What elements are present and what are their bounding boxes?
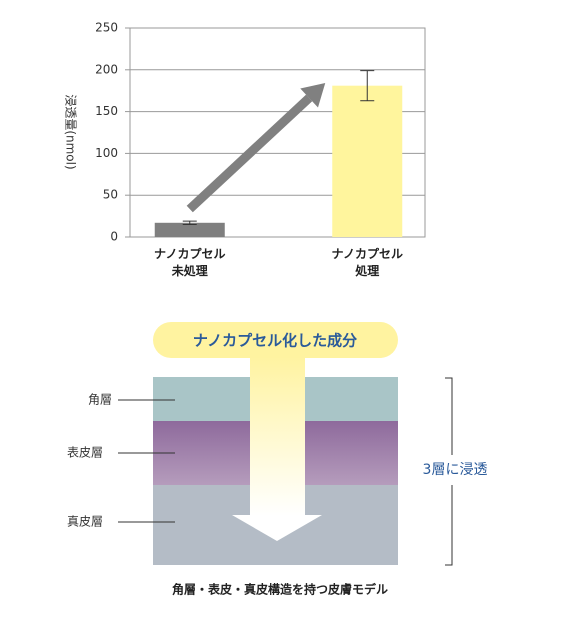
y-tick-label: 50 bbox=[103, 188, 118, 202]
banner-bg bbox=[153, 322, 398, 358]
layer-label: 真皮層 bbox=[67, 515, 103, 529]
arrow-shaft bbox=[250, 356, 305, 516]
layer-label: 角層 bbox=[88, 393, 112, 407]
layer-label: 表皮層 bbox=[67, 446, 103, 460]
arrow-head bbox=[232, 515, 322, 541]
y-tick-label: 100 bbox=[95, 146, 118, 160]
y-tick-label: 200 bbox=[95, 62, 118, 76]
trend-arrow bbox=[186, 94, 313, 213]
y-tick-label: 150 bbox=[95, 104, 118, 118]
result-box bbox=[405, 455, 505, 485]
x-tick-label: ナノカプセル 処理 bbox=[331, 247, 403, 278]
x-tick-label: ナノカプセル 未処理 bbox=[154, 247, 226, 278]
caption: 角層・表皮・真皮構造を持つ皮膚モデル bbox=[172, 582, 388, 597]
y-axis-label: 浸透量(nmol) bbox=[64, 94, 78, 169]
y-tick-label: 250 bbox=[95, 21, 118, 35]
trend-arrow-head bbox=[300, 83, 326, 108]
y-tick-label: 0 bbox=[110, 230, 118, 244]
bar bbox=[154, 222, 225, 237]
banner: ナノカプセル化した成分 bbox=[193, 332, 357, 350]
result: 3層に浸透 bbox=[423, 462, 488, 478]
bar bbox=[332, 85, 403, 238]
